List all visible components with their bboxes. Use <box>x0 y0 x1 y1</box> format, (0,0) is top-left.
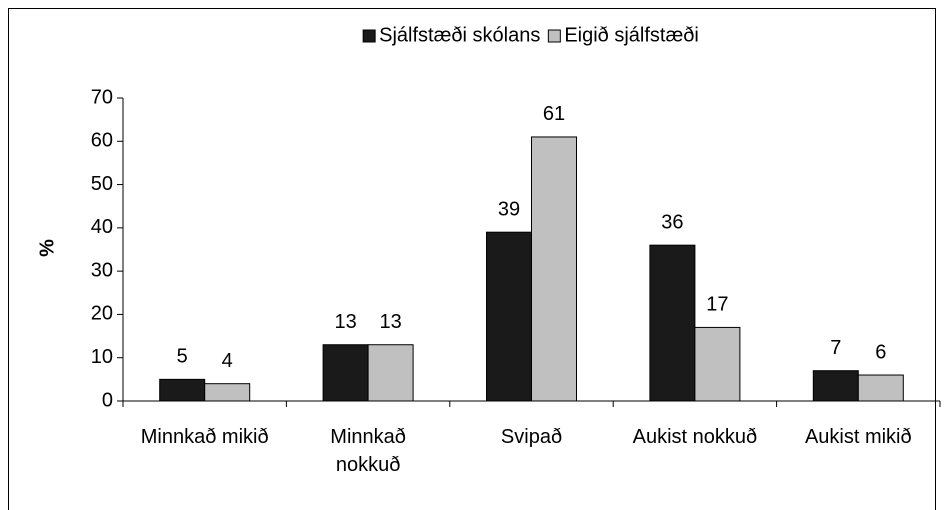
y-tick-label: 20 <box>91 303 113 325</box>
bar <box>857 374 904 402</box>
y-tick-label: 0 <box>102 389 113 411</box>
data-label: 17 <box>706 294 728 316</box>
bar <box>159 378 206 402</box>
legend-swatch <box>547 29 561 43</box>
bar <box>649 244 696 402</box>
x-tick-label: Minnkað nokkuð <box>330 426 406 476</box>
x-tick-label: Svipað <box>500 426 563 448</box>
x-tick-label: Aukist nokkuð <box>632 426 758 448</box>
y-tick-label: 40 <box>91 216 113 238</box>
y-tick-label: 50 <box>91 173 113 195</box>
x-tick-label: Aukist mikið <box>804 426 912 448</box>
x-tick-label: Minnkað mikið <box>140 426 269 448</box>
bar <box>367 344 414 402</box>
data-label: 4 <box>222 350 233 372</box>
data-label: 61 <box>543 103 565 125</box>
data-label: 39 <box>498 198 520 220</box>
bar <box>812 370 859 402</box>
data-label: 13 <box>334 311 356 333</box>
y-axis-label: % <box>36 239 58 257</box>
chart-frame <box>8 8 936 510</box>
y-tick-label: 10 <box>91 346 113 368</box>
data-label: 5 <box>177 346 188 368</box>
y-tick-label: 70 <box>91 86 113 108</box>
legend-label: Eigið sjálfstæði <box>564 24 699 46</box>
data-label: 13 <box>379 311 401 333</box>
legend-label: Sjálfstæði skólans <box>379 24 540 46</box>
y-tick-label: 30 <box>91 259 113 281</box>
data-label: 36 <box>661 211 683 233</box>
data-label: 6 <box>875 341 886 363</box>
y-tick-label: 60 <box>91 130 113 152</box>
bar <box>694 326 741 402</box>
bar <box>486 231 532 402</box>
bar <box>531 136 577 402</box>
bar <box>204 383 251 402</box>
bar <box>322 344 369 402</box>
data-label: 7 <box>830 337 841 359</box>
legend-swatch <box>362 29 376 43</box>
